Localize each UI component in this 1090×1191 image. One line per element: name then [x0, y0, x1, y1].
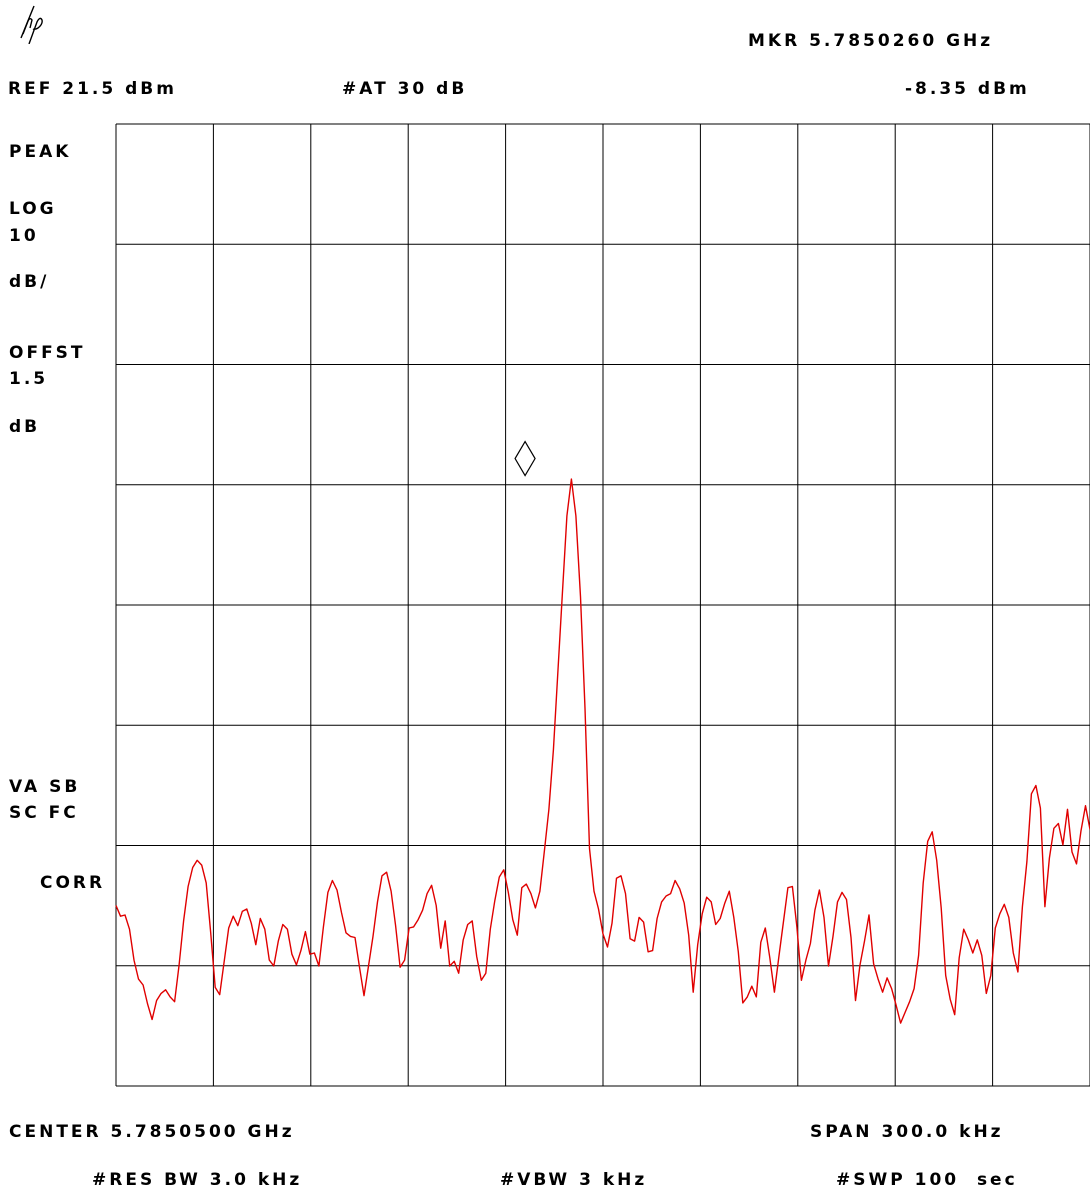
- reference-level: REF 21.5 dBm: [8, 79, 177, 99]
- diamond-marker-icon: [514, 440, 536, 477]
- detector-label: PEAK: [9, 142, 72, 162]
- sweep-time: #SWP 100 sec: [836, 1170, 1018, 1190]
- offset-value-label: 1.5: [9, 369, 49, 389]
- trace-line: [115, 478, 1090, 1024]
- hp-logo-icon: [20, 5, 43, 44]
- scale-value-label: 10: [9, 226, 39, 246]
- offset-label: OFFST: [9, 343, 86, 363]
- scale-type-label: LOG: [9, 199, 57, 219]
- center-frequency: CENTER 5.7850500 GHz: [9, 1122, 295, 1142]
- attenuation-setting: #AT 30 dB: [342, 79, 468, 99]
- video-bandwidth: #VBW 3 kHz: [500, 1170, 648, 1190]
- status-label-va-sb: VA SB: [9, 777, 81, 797]
- offset-unit-label: dB: [9, 417, 41, 437]
- resolution-bandwidth: #RES BW 3.0 kHz: [92, 1170, 303, 1190]
- frequency-span: SPAN 300.0 kHz: [810, 1122, 1004, 1142]
- scale-unit-label: dB/: [9, 272, 50, 292]
- status-label-sc-fc: SC FC: [9, 803, 79, 823]
- marker-level-readout: -8.35 dBm: [905, 79, 1030, 99]
- marker-frequency-readout: MKR 5.7850260 GHz: [748, 31, 994, 51]
- correction-label: CORR: [40, 873, 106, 893]
